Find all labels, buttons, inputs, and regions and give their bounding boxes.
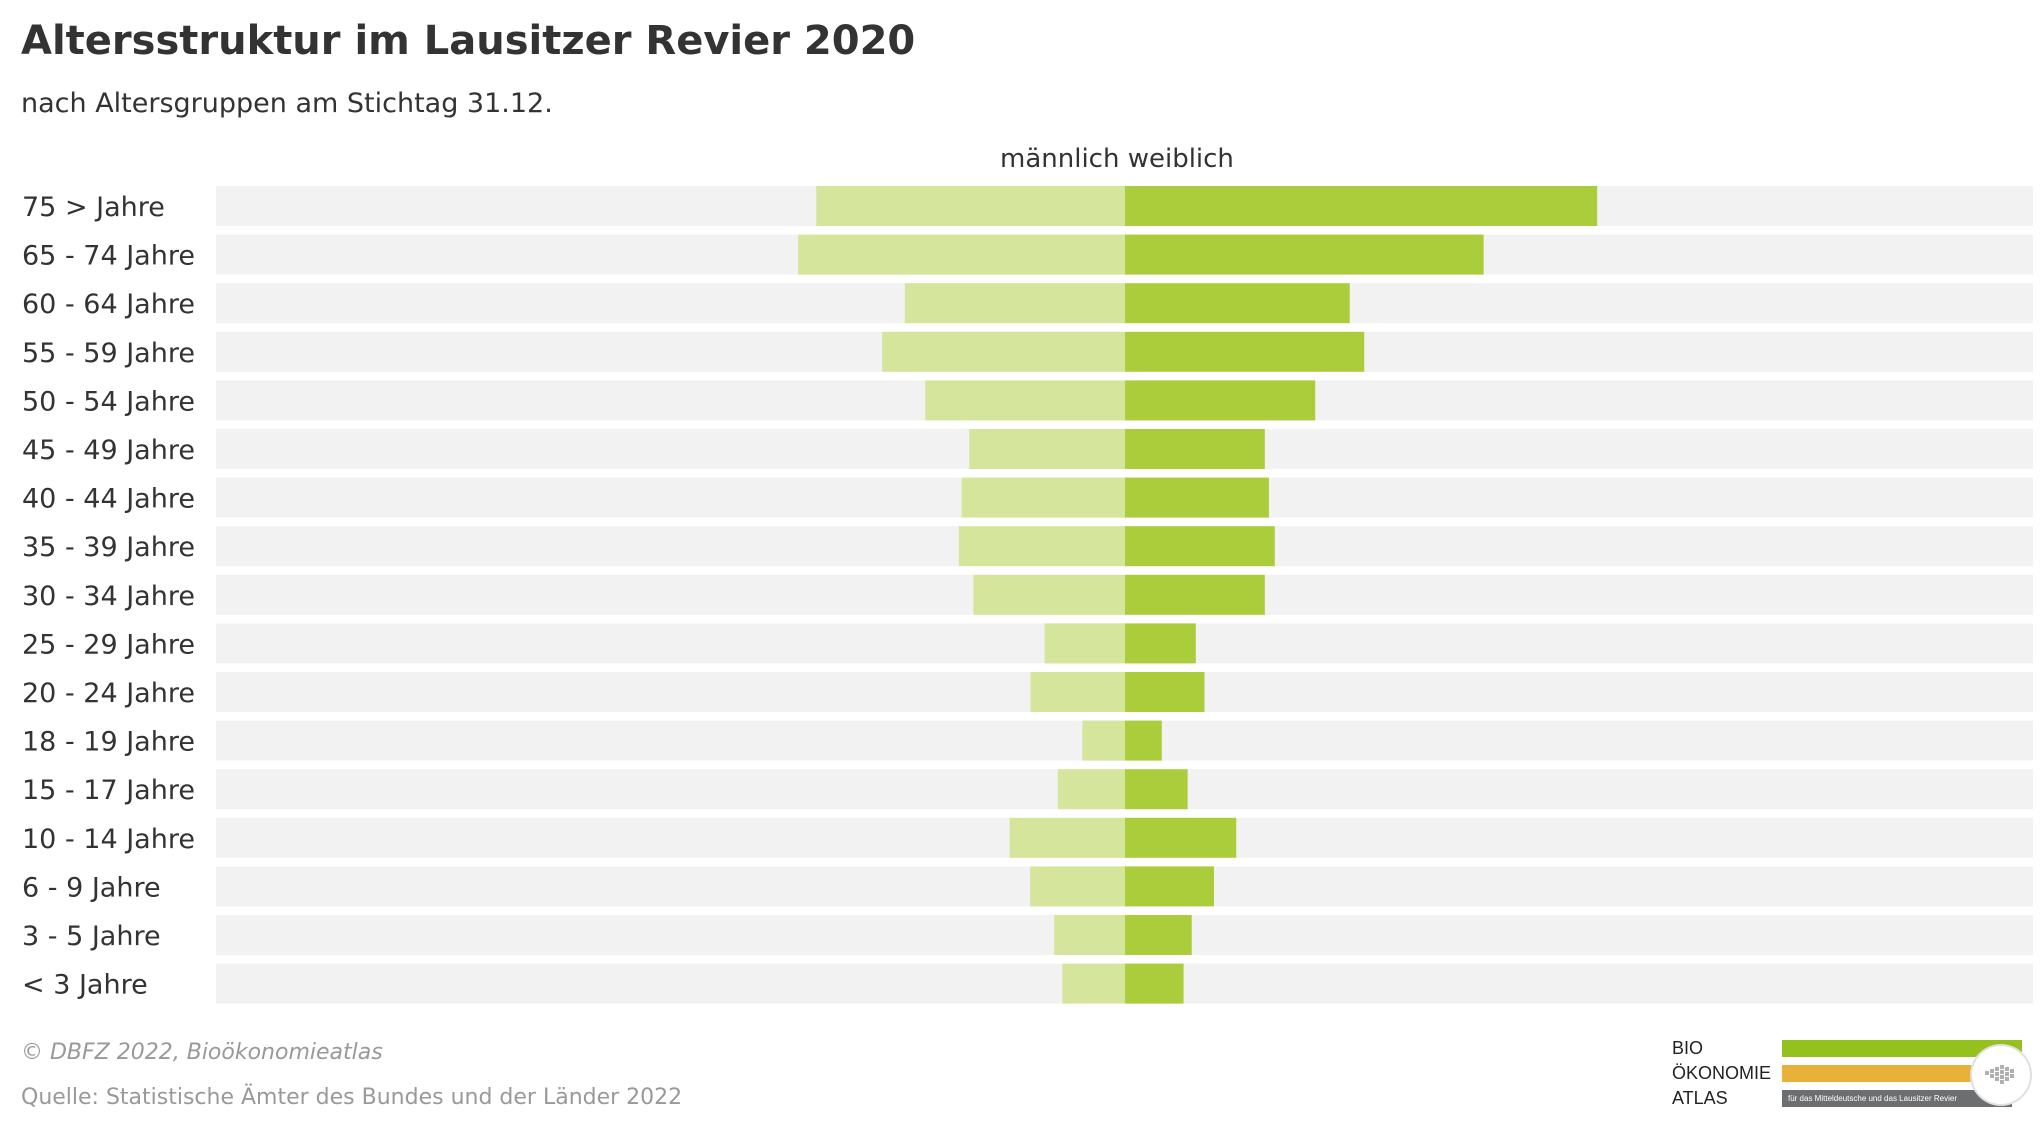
category-label: 10 - 14 Jahre [22,824,195,855]
bar-male [1044,623,1125,664]
category-label: 50 - 54 Jahre [22,386,195,417]
copyright-note: © DBFZ 2022, Bioökonomieatlas [21,1040,383,1065]
bar-male [1030,672,1125,712]
population-pyramid-chart: 75 > Jahre 65 - 74 Jahre 60 - 64 Jahre 55 -… [22,186,2033,1004]
bar-female [1125,186,1598,226]
category-label: 20 - 24 Jahre [22,678,195,709]
bar-male [882,331,1125,372]
bar-female [1125,672,1205,712]
bar-female [1125,769,1188,810]
bar-female [1125,526,1275,567]
legend: männlich weiblich [1000,144,1234,174]
map-icon [1972,1046,2030,1104]
category-label: 15 - 17 Jahre [22,775,195,806]
chart-title: Altersstruktur im Lausitzer Revier 2020 [21,18,916,64]
bioeconomy-atlas-logo: BIO ÖKONOMIE ATLAS für das Mitteldeutsch… [1672,1038,2032,1108]
category-label: 75 > Jahre [22,192,165,223]
bar-male [973,574,1125,615]
bar-male [958,526,1125,567]
bar-female [1125,380,1316,421]
bar-male [816,186,1125,226]
bar-female [1125,963,1184,1004]
legend-male: männlich [1000,144,1120,174]
bar-male [1082,720,1125,761]
category-label: 30 - 34 Jahre [22,581,195,612]
bar-female [1125,915,1192,955]
bar-male [925,380,1125,421]
bar-male [904,283,1125,324]
bar-male [1054,915,1125,955]
bar-female [1125,866,1214,907]
category-label: 25 - 29 Jahre [22,629,195,660]
bar-male [798,234,1125,275]
source-note: Quelle: Statistische Ämter des Bundes un… [21,1085,683,1110]
logo-word-bio: BIO [1672,1038,1704,1058]
chart-subtitle: nach Altersgruppen am Stichtag 31.12. [21,88,553,119]
category-label: 45 - 49 Jahre [22,435,195,466]
category-label: 3 - 5 Jahre [22,921,161,952]
category-label: 35 - 39 Jahre [22,532,195,563]
category-label: 60 - 64 Jahre [22,289,195,320]
category-label: 55 - 59 Jahre [22,338,195,369]
category-label: < 3 Jahre [22,970,148,1001]
bar-female [1125,283,1350,324]
bar-female [1125,477,1269,518]
bar-female [1125,234,1484,275]
bar-male [1057,769,1125,810]
category-label: 40 - 44 Jahre [22,484,195,515]
bar-male [1009,817,1125,858]
logo-bar-green [1782,1039,2022,1057]
bar-male [1062,963,1125,1004]
bar-female [1125,429,1265,469]
bar-male [969,429,1125,469]
category-label: 6 - 9 Jahre [22,872,161,903]
bar-female [1125,331,1365,372]
bar-female [1125,817,1237,858]
logo-word-atlas: ATLAS [1672,1088,1728,1108]
logo-bar-orange [1782,1064,1972,1082]
category-label: 18 - 19 Jahre [22,727,195,758]
logo-word-oekonomie: ÖKONOMIE [1672,1063,1772,1083]
logo-tagline: für das Mitteldeutsche und das Lausitzer… [1782,1089,2012,1107]
category-label: 65 - 74 Jahre [22,241,195,272]
bar-male [961,477,1125,518]
bar-female [1125,574,1265,615]
bar-male [1030,866,1125,907]
bar-female [1125,623,1196,664]
bar-female [1125,720,1162,761]
legend-female: weiblich [1127,144,1234,174]
